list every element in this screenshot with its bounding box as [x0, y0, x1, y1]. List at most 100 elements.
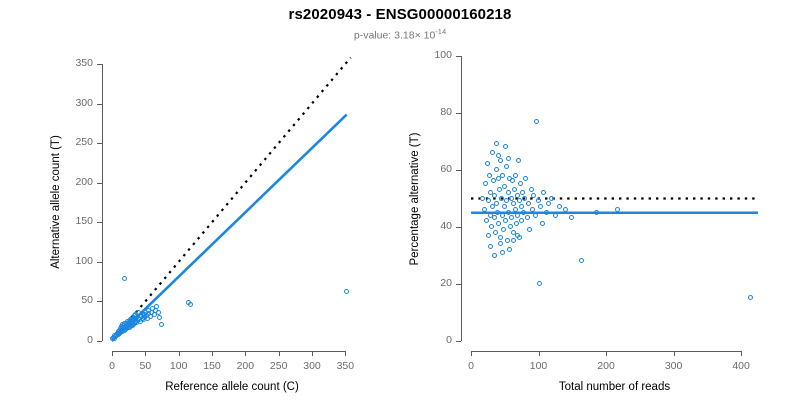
y-tick-label: 60	[440, 163, 452, 175]
data-point	[505, 189, 511, 195]
y-tick	[456, 284, 461, 285]
x-tick-label: 200	[236, 360, 255, 372]
x-tick-label: 300	[664, 360, 683, 372]
data-point	[157, 315, 162, 321]
data-point	[517, 181, 523, 187]
data-point	[503, 144, 509, 150]
data-point	[488, 224, 494, 229]
data-point	[512, 206, 518, 212]
data-point	[494, 201, 500, 207]
data-point	[518, 204, 524, 210]
y-tick-label: 350	[75, 56, 93, 69]
data-point	[486, 232, 492, 238]
data-point	[562, 206, 568, 212]
data-point	[492, 229, 498, 235]
data-point	[484, 218, 490, 224]
y-tick	[97, 103, 102, 105]
x-tick	[538, 351, 540, 356]
data-point	[748, 295, 754, 301]
x-tick	[741, 351, 743, 356]
data-point	[507, 175, 513, 181]
data-point	[343, 288, 349, 294]
y-tick	[97, 63, 102, 65]
x-tick-label: 50	[139, 360, 152, 372]
x-tick-label: 100	[169, 360, 188, 372]
data-point	[514, 192, 520, 198]
x-tick-label: 350	[336, 360, 355, 372]
y-tick-label: 100	[75, 254, 93, 267]
data-point	[531, 192, 537, 198]
y-tick	[456, 341, 461, 342]
data-point	[520, 209, 526, 215]
y-tick	[97, 341, 102, 342]
data-point	[495, 175, 501, 181]
data-point	[530, 206, 536, 212]
x-tick-label: 100	[529, 360, 548, 372]
data-point	[543, 209, 549, 215]
y-axis-line	[102, 63, 103, 341]
y-tick-label: 50	[81, 294, 93, 307]
data-point	[509, 178, 515, 184]
data-point	[482, 181, 488, 187]
x-tick	[312, 351, 313, 356]
x-tick	[145, 351, 147, 356]
data-point	[578, 258, 584, 264]
data-point	[515, 158, 521, 164]
pvalue-text: p-value: 3.18× 10	[353, 29, 436, 42]
data-point	[523, 175, 529, 181]
data-point	[497, 186, 503, 192]
data-point	[546, 201, 552, 207]
data-point	[481, 206, 487, 212]
data-point	[499, 195, 505, 201]
data-point	[488, 189, 494, 195]
y-tick	[456, 227, 461, 228]
x-tick	[278, 351, 280, 356]
figure-subtitle: p-value: 3.18× 10-14	[0, 27, 800, 42]
data-point	[519, 189, 525, 195]
y-tick	[97, 261, 102, 263]
dotted-reference-line	[111, 56, 352, 342]
data-point	[538, 204, 544, 210]
data-point	[507, 224, 513, 229]
x-tick-label: 300	[303, 360, 321, 372]
data-point	[491, 252, 497, 258]
data-point	[513, 172, 519, 178]
y-tick-label: 150	[75, 215, 93, 228]
y-tick	[97, 143, 102, 145]
data-point	[522, 195, 528, 201]
y-tick-label: 0	[446, 334, 452, 346]
data-point	[501, 226, 507, 232]
x-tick	[673, 351, 675, 356]
y-tick	[97, 301, 102, 303]
y-tick-label: 0	[87, 334, 93, 346]
data-point	[535, 198, 541, 204]
data-point	[188, 301, 194, 307]
data-point	[488, 243, 494, 249]
x-tick	[112, 351, 113, 356]
data-point	[155, 309, 161, 315]
data-point	[519, 218, 525, 224]
data-point	[615, 206, 621, 212]
y-tick	[97, 222, 102, 224]
data-point	[534, 118, 540, 124]
data-point	[509, 215, 515, 221]
y-tick-label: 200	[75, 175, 93, 188]
y-tick-label: 100	[434, 49, 452, 61]
data-point	[490, 178, 496, 184]
data-point	[500, 249, 506, 255]
x-tick-label: 0	[468, 360, 474, 372]
data-point	[485, 198, 491, 204]
x-tick	[178, 351, 180, 356]
x-tick	[345, 351, 347, 356]
y-axis-line	[461, 56, 462, 341]
data-point	[526, 201, 532, 207]
data-point	[569, 215, 575, 221]
data-point	[524, 215, 530, 221]
x-tick-label: 400	[732, 360, 750, 372]
data-point	[489, 149, 495, 155]
data-point	[513, 221, 519, 227]
data-point	[493, 141, 499, 147]
data-point	[539, 221, 545, 227]
